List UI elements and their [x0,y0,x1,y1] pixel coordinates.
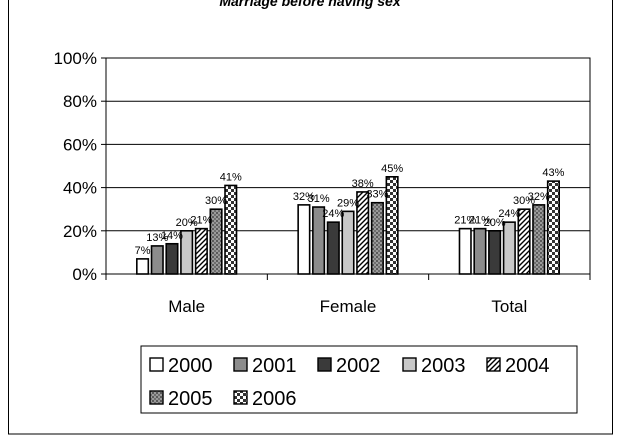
y-tick-label: 40% [63,179,97,198]
bar-2003-total [502,221,516,275]
legend-swatch-2004 [486,357,501,372]
data-label: 32% [528,191,550,203]
bar-2000-total [458,227,472,275]
axes [101,57,591,280]
legend-swatch-2005 [149,390,164,405]
legend-label-2001: 2001 [252,355,297,377]
data-label: 21% [190,215,212,227]
legend-label-2006: 2006 [252,388,297,410]
category-label: Male [168,297,205,316]
y-tick-label: 0% [72,265,97,284]
data-label: 38% [352,178,374,190]
bar-2005-female [370,201,384,275]
category-label: Total [491,297,527,316]
bar-2001-total [473,227,487,275]
bar-2002-male [165,242,179,275]
legend-label-2003: 2003 [421,355,466,377]
data-label: 45% [381,163,403,175]
bar-2000-male [136,258,150,275]
data-label: 24% [498,208,520,220]
data-label: 30% [205,195,227,207]
legend-swatch-2006 [233,390,248,405]
legend-label-2004: 2004 [505,355,550,377]
data-label: 30% [513,195,535,207]
legend-swatch-2001 [233,357,248,372]
chart-title: Marriage before having sex [219,0,402,9]
data-label: 13% [146,232,168,244]
legend-label-2005: 2005 [168,388,213,410]
y-tick-label: 20% [63,222,97,241]
bar-2005-total [532,204,546,275]
legend-swatch-2003 [402,357,417,372]
y-tick-label: 60% [63,135,97,154]
plot-area [105,57,591,275]
bar-2002-female [326,221,340,275]
data-label: 32% [293,191,315,203]
data-label: 14% [161,230,183,242]
legend-box [140,345,578,414]
category-label: Female [320,297,377,316]
legend-label-2000: 2000 [168,355,213,377]
data-label: 33% [366,189,388,201]
data-label: 20% [176,217,198,229]
data-label: 24% [322,208,344,220]
chart-frame [8,0,613,435]
data-label: 21% [469,215,491,227]
bar-2004-male [194,227,208,275]
bar-2003-female [341,210,355,275]
x-axis-categories: Male Female Total [168,297,527,316]
data-label: 7% [135,245,151,257]
y-tick-label: 100% [54,49,97,68]
data-labels: 7%13%14%20%21%30%41%32%31%24%29%38%33%45… [135,163,565,257]
legend-swatch-2002 [317,357,332,372]
legend-swatch-2000 [149,357,164,372]
data-label: 41% [220,171,242,183]
y-axis-ticks: 0% 20% 40% 60% 80% 100% [54,49,97,284]
bar-2000-female [297,204,311,275]
bar-2002-total [488,230,502,275]
y-tick-label: 80% [63,92,97,111]
bars [136,176,560,275]
data-label: 21% [454,215,476,227]
bar-2001-male [150,245,164,275]
data-label: 31% [308,193,330,205]
data-label: 43% [542,167,564,179]
legend: 2000 2001 2002 2003 2004 2005 2006 [140,345,578,414]
data-label: 20% [484,217,506,229]
legend-label-2002: 2002 [336,355,381,377]
data-label: 29% [337,197,359,209]
